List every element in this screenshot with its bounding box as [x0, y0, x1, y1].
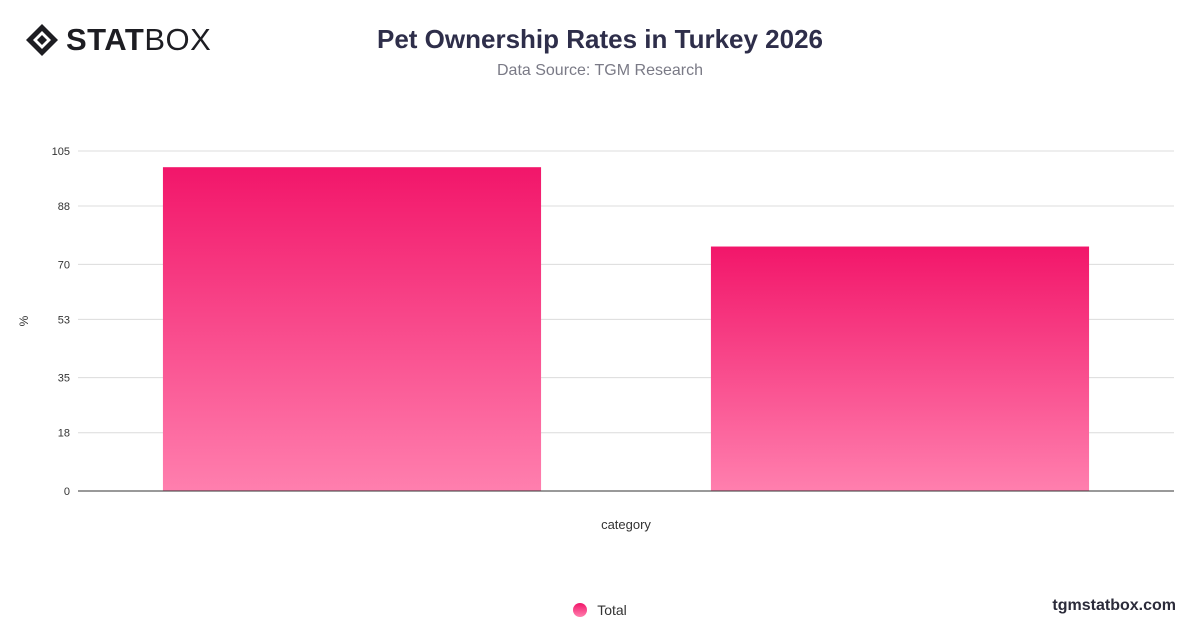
x-axis-label: category	[601, 517, 651, 532]
bar-0[interactable]	[162, 167, 542, 491]
legend-label-total: Total	[597, 602, 627, 618]
legend-swatch	[573, 603, 588, 617]
chart-title: Pet Ownership Rates in Turkey 2026	[376, 24, 824, 54]
logo-text-box: BOX	[144, 22, 212, 57]
y-tick-label: 88	[58, 201, 70, 213]
y-tick-label: 18	[58, 428, 70, 440]
y-axis-ticks: 0 18 35 53 70 88 105	[52, 146, 70, 498]
statbox-logo: STAT BOX	[24, 22, 211, 58]
y-tick-label: 53	[58, 314, 70, 326]
bar-1[interactable]	[710, 246, 1090, 491]
y-axis-label: %	[17, 315, 31, 326]
bars	[162, 167, 1090, 491]
y-tick-label: 105	[52, 146, 70, 158]
y-tick-label: 35	[58, 373, 70, 385]
y-tick-label: 70	[58, 259, 70, 271]
chart-subtitle: Data Source: TGM Research	[496, 62, 703, 79]
diamond-logo-icon	[26, 24, 58, 56]
logo-text-stat: STAT	[66, 22, 145, 57]
y-tick-label: 0	[64, 486, 70, 498]
legend[interactable]: Total	[0, 602, 1200, 618]
site-url: tgmstatbox.com	[1052, 597, 1176, 614]
